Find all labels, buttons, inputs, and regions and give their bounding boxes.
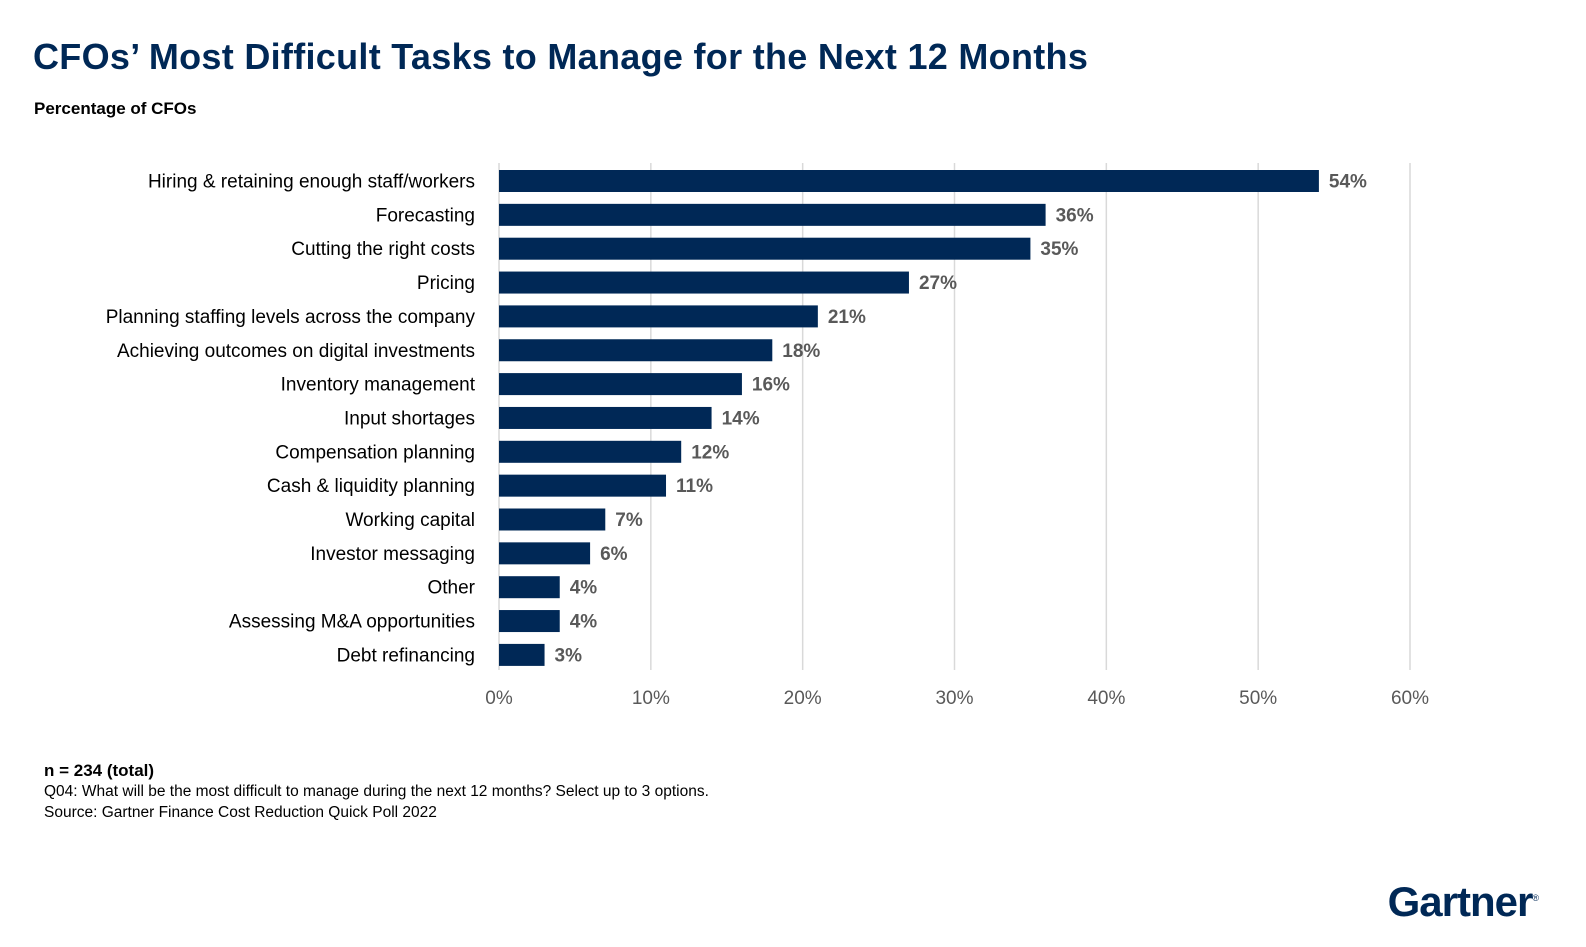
- bar: [499, 542, 591, 565]
- data-label: 18%: [782, 341, 820, 362]
- category-label: Input shortages: [344, 408, 475, 429]
- category-label: Achieving outcomes on digital investment…: [117, 341, 475, 362]
- category-label: Hiring & retaining enough staff/workers: [148, 172, 475, 193]
- x-tick-label: 50%: [1239, 688, 1277, 709]
- x-tick-label: 20%: [784, 688, 822, 709]
- x-tick-label: 60%: [1391, 688, 1429, 709]
- data-label: 16%: [752, 375, 790, 396]
- data-label: 12%: [691, 442, 729, 463]
- category-label: Working capital: [345, 510, 475, 531]
- category-label: Compensation planning: [275, 442, 475, 463]
- category-label: Investor messaging: [310, 544, 475, 565]
- category-label: Cutting the right costs: [291, 239, 475, 260]
- bar: [499, 170, 1319, 192]
- data-label: 3%: [555, 645, 583, 666]
- bar: [499, 339, 773, 362]
- data-label: 14%: [722, 408, 760, 429]
- bar: [499, 576, 560, 599]
- category-label: Planning staffing levels across the comp…: [106, 307, 476, 328]
- category-label: Debt refinancing: [337, 645, 475, 666]
- bar: [499, 508, 606, 531]
- bar: [499, 271, 909, 294]
- x-tick-label: 40%: [1087, 688, 1125, 709]
- chart-subtitle: Percentage of CFOs: [34, 99, 197, 118]
- category-label: Assessing M&A opportunities: [229, 612, 475, 633]
- x-tick-label: 30%: [935, 688, 973, 709]
- data-label: 21%: [828, 307, 866, 328]
- data-label: 11%: [676, 476, 713, 497]
- category-label: Pricing: [417, 273, 475, 294]
- data-label: 4%: [570, 578, 598, 599]
- bar: [499, 610, 560, 633]
- chart-title: CFOs’ Most Difficult Tasks to Manage for…: [33, 36, 1089, 77]
- logo-text: Gartner: [1387, 878, 1534, 925]
- bar: [499, 373, 742, 396]
- sample-size: n = 234 (total): [44, 761, 155, 780]
- x-tick-label: 10%: [632, 688, 670, 709]
- data-label: 4%: [570, 612, 598, 633]
- bar: [499, 643, 545, 666]
- bar: [499, 237, 1031, 260]
- bar: [499, 474, 667, 497]
- category-label: Forecasting: [376, 205, 475, 226]
- data-label: 54%: [1329, 172, 1367, 193]
- category-label: Inventory management: [281, 375, 476, 396]
- bar: [499, 406, 712, 429]
- category-label: Cash & liquidity planning: [267, 476, 475, 497]
- data-label: 36%: [1056, 205, 1094, 226]
- bar: [499, 440, 682, 463]
- category-label: Other: [427, 578, 475, 599]
- data-label: 27%: [919, 273, 957, 294]
- bar: [499, 203, 1046, 226]
- data-label: 35%: [1040, 239, 1078, 260]
- footnotes: n = 234 (total) Q04: What will be the mo…: [44, 760, 709, 823]
- question-note: Q04: What will be the most difficult to …: [44, 783, 709, 800]
- gartner-logo: Gartner®: [1387, 878, 1539, 925]
- x-tick-label: 0%: [485, 688, 513, 709]
- data-label: 6%: [600, 544, 628, 565]
- bar: [499, 305, 818, 328]
- source-note: Source: Gartner Finance Cost Reduction Q…: [44, 804, 437, 821]
- data-label: 7%: [615, 510, 643, 531]
